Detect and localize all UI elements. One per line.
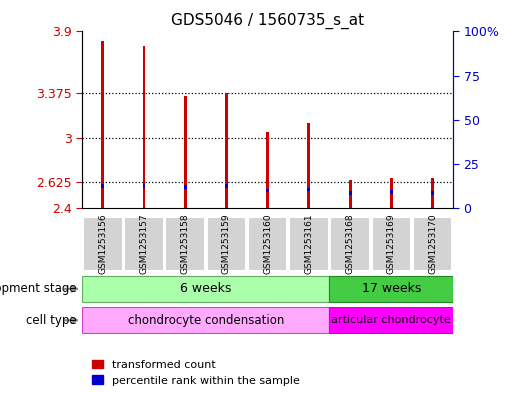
Bar [266, 132, 269, 208]
Bar [330, 307, 453, 334]
Bar [83, 217, 122, 271]
Text: GSM1253170: GSM1253170 [428, 213, 437, 274]
Bar [349, 191, 351, 195]
Bar [330, 275, 453, 302]
Text: GSM1253168: GSM1253168 [346, 213, 355, 274]
Text: 17 weeks: 17 weeks [361, 282, 421, 296]
Bar [307, 123, 311, 208]
Bar [101, 184, 104, 188]
Text: GSM1253158: GSM1253158 [181, 213, 190, 274]
Bar [225, 93, 228, 208]
Title: GDS5046 / 1560735_s_at: GDS5046 / 1560735_s_at [171, 13, 364, 29]
Bar [372, 217, 411, 271]
Bar [307, 188, 311, 191]
Text: articular chondrocyte: articular chondrocyte [331, 315, 451, 325]
Text: chondrocyte condensation: chondrocyte condensation [128, 314, 284, 327]
Text: development stage: development stage [0, 282, 77, 296]
Bar [82, 307, 330, 334]
Text: GSM1253159: GSM1253159 [222, 213, 231, 274]
Bar [143, 46, 145, 208]
Bar [143, 184, 145, 188]
Bar [289, 217, 329, 271]
Text: GSM1253169: GSM1253169 [387, 213, 396, 274]
Bar [101, 41, 104, 208]
Bar [266, 189, 269, 193]
Bar [349, 180, 351, 208]
Bar [207, 217, 246, 271]
Bar [431, 191, 434, 195]
Text: GSM1253161: GSM1253161 [304, 213, 313, 274]
Text: 6 weeks: 6 weeks [180, 282, 232, 296]
Legend: transformed count, percentile rank within the sample: transformed count, percentile rank withi… [87, 355, 304, 390]
Bar [431, 178, 434, 208]
Bar [184, 185, 187, 189]
Bar [390, 178, 393, 208]
Text: GSM1253160: GSM1253160 [263, 213, 272, 274]
Bar [165, 217, 205, 271]
Bar [82, 275, 330, 302]
Bar [124, 217, 164, 271]
Bar [248, 217, 287, 271]
Bar [225, 184, 228, 188]
Text: GSM1253156: GSM1253156 [98, 213, 107, 274]
Bar [413, 217, 452, 271]
Bar [390, 190, 393, 193]
Text: GSM1253157: GSM1253157 [139, 213, 148, 274]
Text: cell type: cell type [26, 314, 77, 327]
Bar [330, 217, 370, 271]
Bar [184, 96, 187, 208]
